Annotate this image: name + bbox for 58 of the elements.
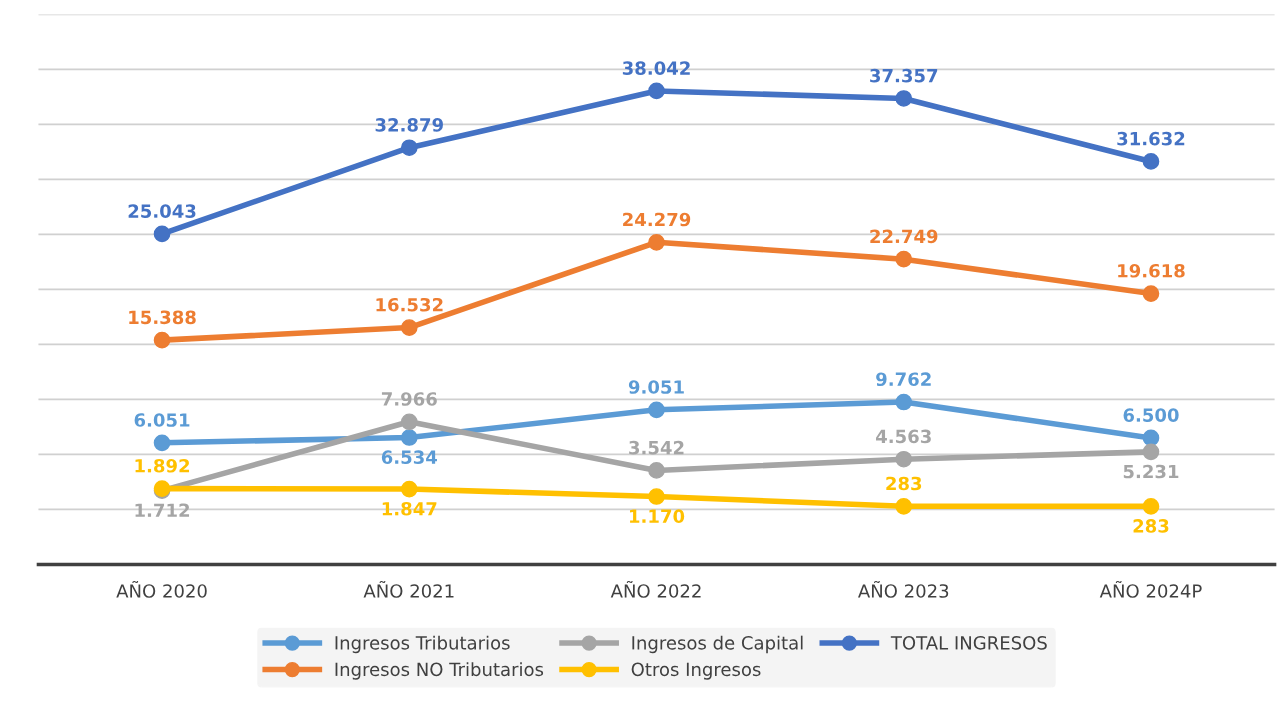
data-label: 1.847 bbox=[382, 501, 437, 516]
data-label: 19.618 bbox=[1118, 263, 1185, 278]
legend-label: Ingresos Tributarios bbox=[335, 635, 510, 654]
point bbox=[400, 480, 418, 498]
data-label: 3.542 bbox=[629, 440, 684, 455]
data-label: 1.892 bbox=[135, 458, 190, 473]
data-label: 6.534 bbox=[381, 450, 438, 465]
data-label: 6.051 bbox=[134, 413, 190, 427]
point bbox=[648, 401, 665, 419]
point bbox=[648, 488, 665, 505]
data-label: 15.388 bbox=[129, 310, 196, 325]
legend-label: Ingresos de Capital bbox=[632, 635, 803, 654]
point bbox=[895, 90, 913, 107]
data-label: 32.879 bbox=[375, 118, 443, 132]
x-tick-label: AÑO 2024P bbox=[1099, 580, 1202, 598]
point bbox=[400, 429, 418, 446]
point bbox=[153, 434, 171, 452]
point bbox=[400, 139, 418, 157]
point bbox=[400, 319, 418, 336]
data-label: 283 bbox=[1133, 519, 1169, 533]
data-label: 283 bbox=[886, 476, 922, 491]
point bbox=[400, 413, 418, 431]
data-label: 1.170 bbox=[629, 509, 685, 524]
data-label: 31.632 bbox=[1117, 131, 1185, 146]
data-label: 5.231 bbox=[1123, 464, 1179, 479]
data-label: 9.051 bbox=[628, 380, 684, 394]
point bbox=[895, 450, 913, 468]
legend-label: TOTAL INGRESOS bbox=[890, 635, 1047, 650]
point bbox=[1142, 285, 1160, 302]
point bbox=[895, 250, 913, 268]
x-tick-label: AÑO 2021 bbox=[363, 580, 454, 598]
data-label: 37.357 bbox=[870, 68, 938, 83]
point bbox=[1142, 429, 1160, 447]
data-label: 25.043 bbox=[128, 204, 196, 218]
data-label: 1.712 bbox=[135, 503, 190, 517]
point bbox=[895, 393, 913, 411]
data-label: 24.279 bbox=[623, 212, 691, 227]
point bbox=[648, 233, 665, 251]
x-tick-label: AÑO 2022 bbox=[610, 580, 701, 598]
data-label: 4.563 bbox=[876, 429, 931, 444]
legend-label: Ingresos NO Tributarios bbox=[335, 662, 544, 680]
point bbox=[648, 462, 665, 479]
point bbox=[648, 82, 665, 100]
point bbox=[895, 497, 913, 515]
data-label: 38.042 bbox=[622, 61, 690, 75]
data-label: 16.532 bbox=[376, 297, 443, 312]
point bbox=[153, 225, 171, 243]
data-label: 9.762 bbox=[876, 372, 931, 387]
point bbox=[153, 331, 171, 349]
x-tick-label: AÑO 2020 bbox=[116, 580, 207, 598]
data-label: 7.966 bbox=[381, 392, 437, 406]
data-label: 22.749 bbox=[870, 229, 938, 244]
x-tick-label: AÑO 2023 bbox=[858, 580, 949, 598]
point bbox=[1142, 443, 1160, 461]
point bbox=[1142, 497, 1160, 515]
data-label: 6.500 bbox=[1123, 408, 1179, 422]
legend-label: Otros Ingresos bbox=[631, 662, 761, 680]
point bbox=[1142, 153, 1160, 170]
